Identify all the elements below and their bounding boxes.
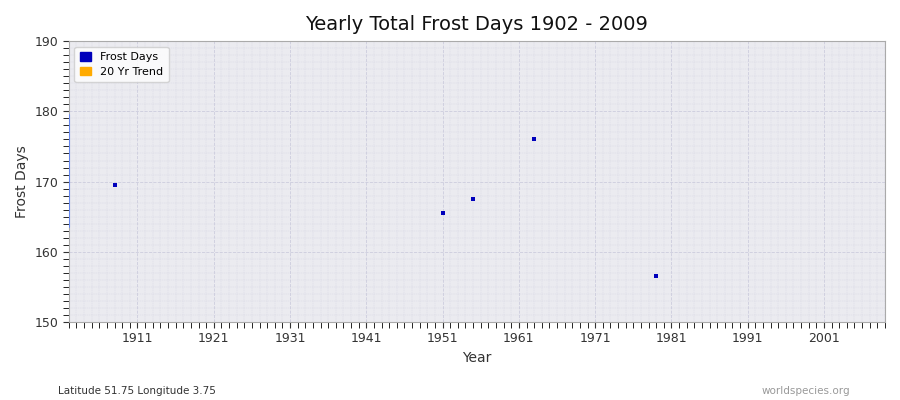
Point [526,136,541,143]
Point [107,182,122,188]
Text: Latitude 51.75 Longitude 3.75: Latitude 51.75 Longitude 3.75 [58,386,216,396]
Title: Yearly Total Frost Days 1902 - 2009: Yearly Total Frost Days 1902 - 2009 [305,15,648,34]
Point [466,196,481,202]
Legend: Frost Days, 20 Yr Trend: Frost Days, 20 Yr Trend [75,47,168,82]
Point [649,273,663,280]
X-axis label: Year: Year [463,351,491,365]
Point [436,210,450,216]
Text: worldspecies.org: worldspecies.org [762,386,850,396]
Y-axis label: Frost Days: Frost Days [15,145,29,218]
